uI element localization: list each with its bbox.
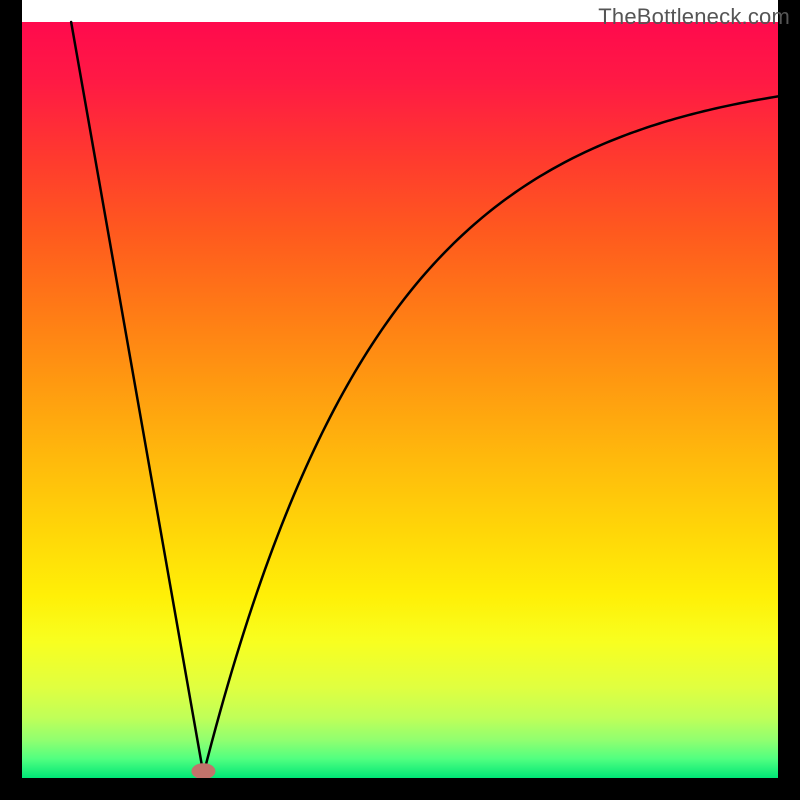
watermark-text: TheBottleneck.com: [598, 4, 790, 30]
bottleneck-chart: [0, 0, 800, 800]
optimal-point-marker: [191, 763, 215, 779]
plot-background: [22, 22, 778, 778]
